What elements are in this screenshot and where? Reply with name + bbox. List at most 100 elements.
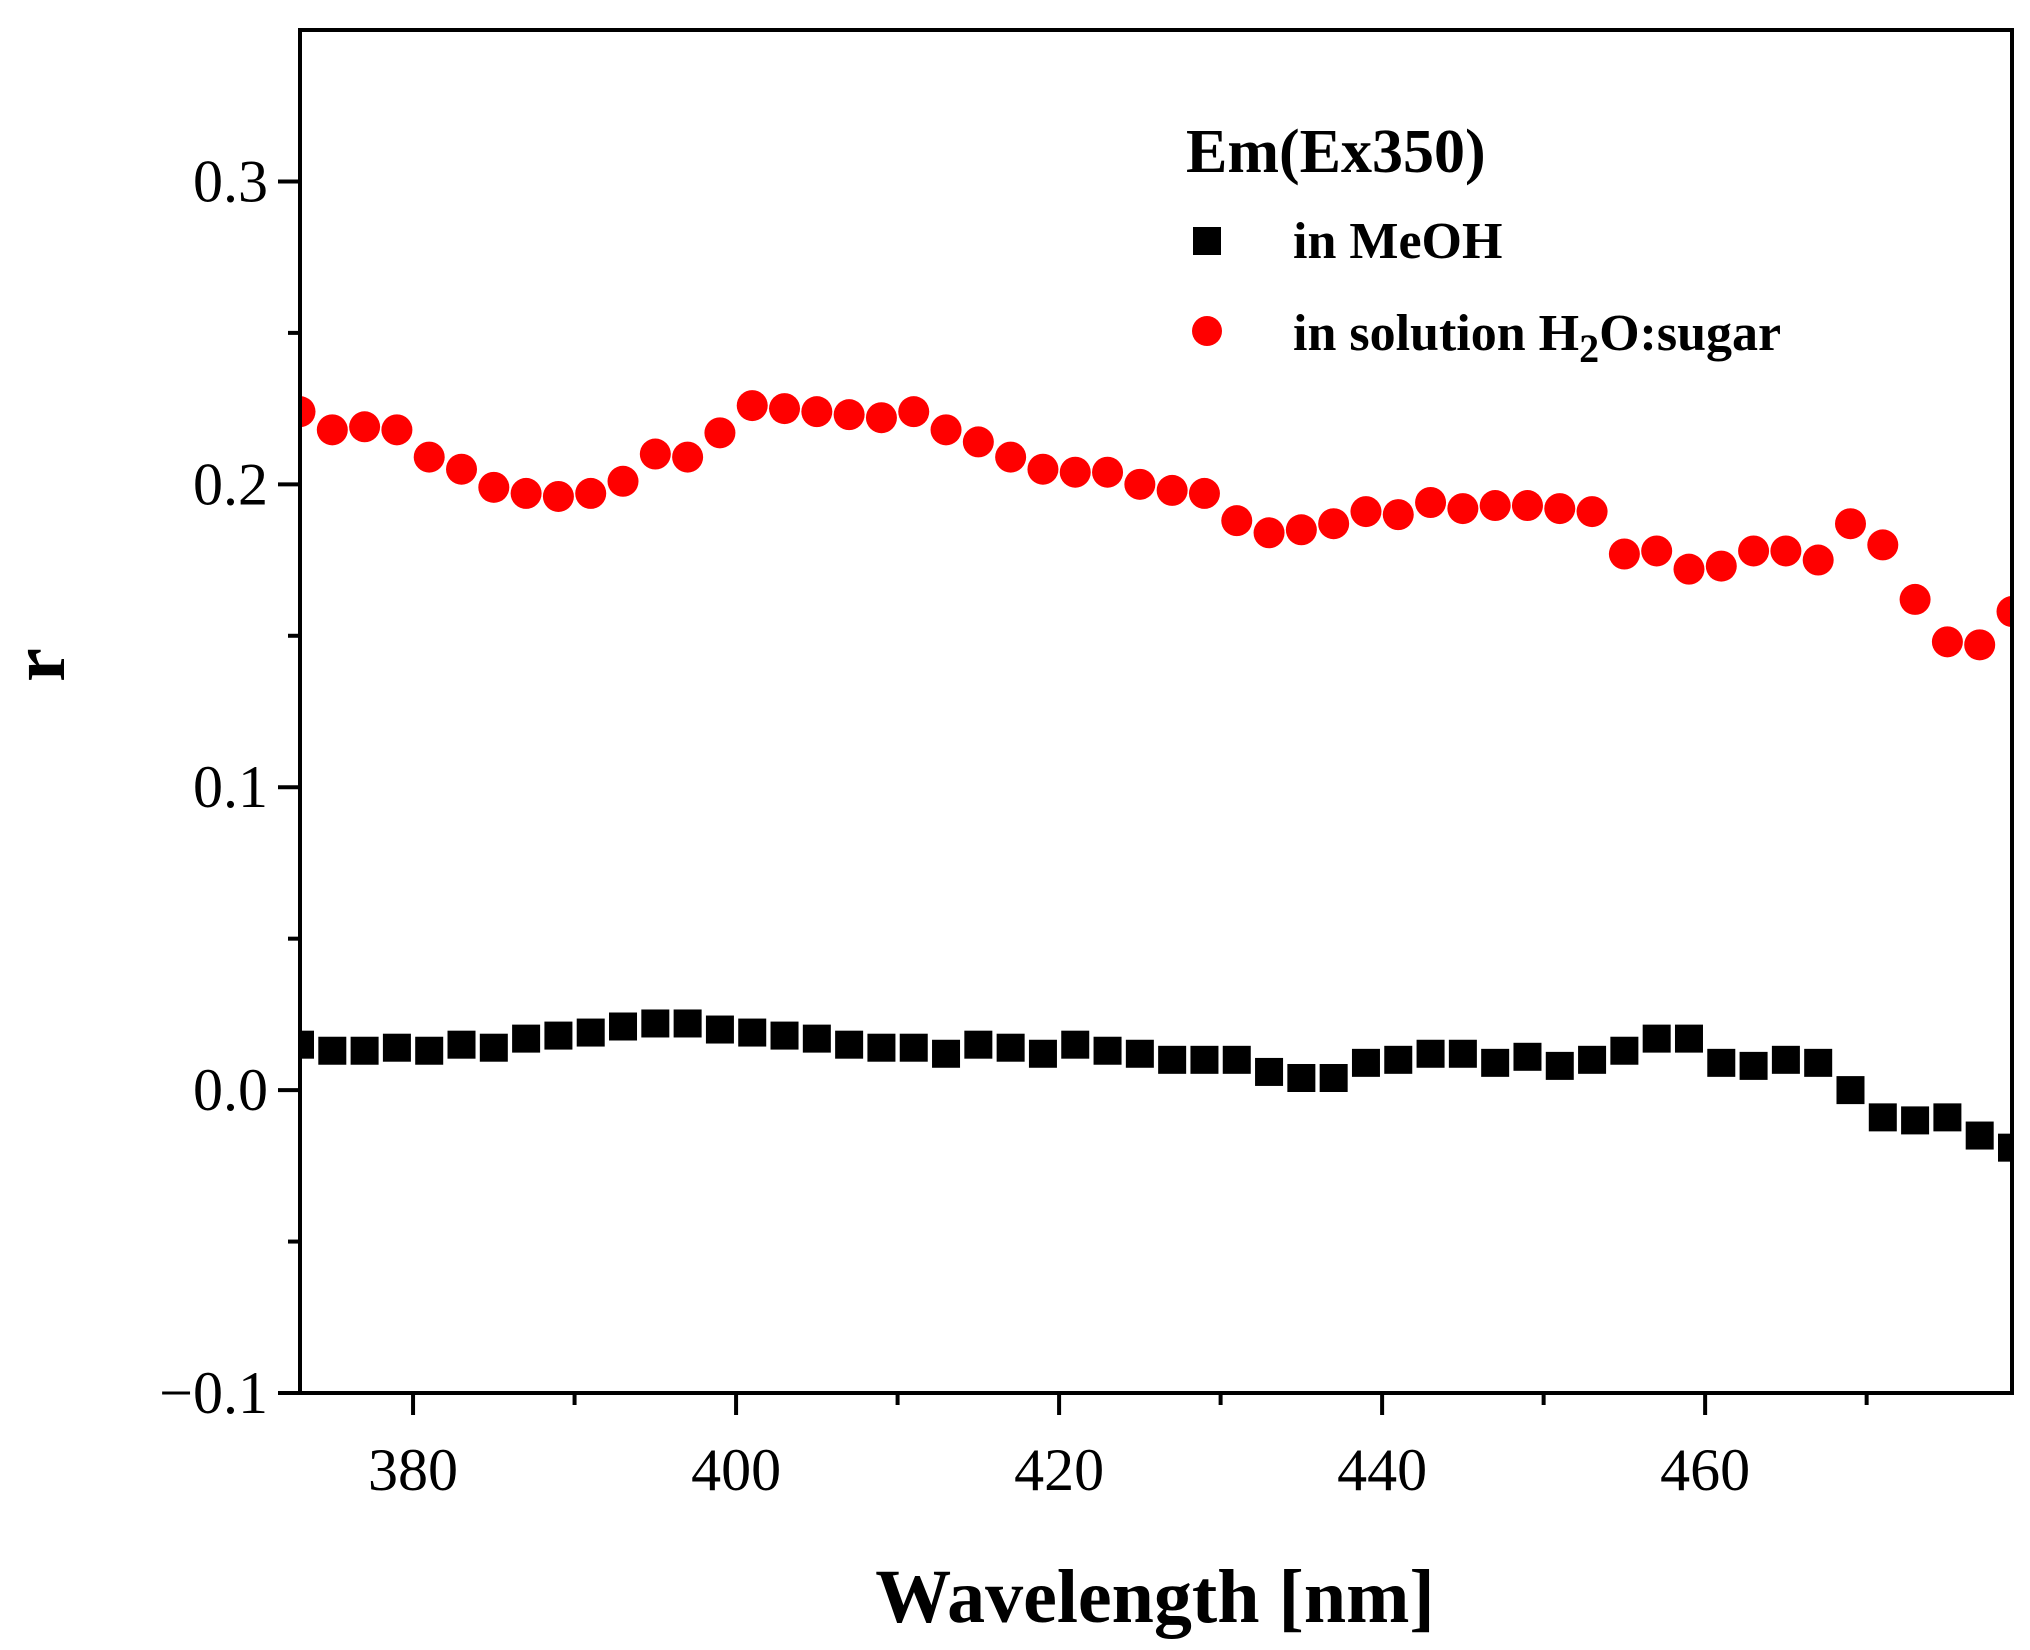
data-point-meoh [705, 1015, 734, 1044]
data-point-sugar [349, 411, 381, 443]
data-point-sugar [300, 396, 316, 428]
data-point-sugar [1931, 626, 1963, 658]
data-point-sugar [446, 453, 478, 485]
data-point-meoh [1061, 1030, 1090, 1059]
data-point-meoh [1319, 1063, 1348, 1092]
legend: Em(Ex350) in MeOH in solution H2O:sugar [1186, 118, 1781, 371]
data-point-meoh [1933, 1103, 1962, 1132]
data-point-sugar [607, 465, 639, 497]
data-point-sugar [1608, 538, 1640, 570]
data-point-sugar [769, 393, 801, 425]
data-point-meoh [899, 1033, 928, 1062]
data-point-meoh [1093, 1036, 1122, 1065]
data-point-meoh [512, 1024, 541, 1053]
legend-label-sugar: in solution H2O:sugar [1293, 305, 1781, 371]
data-point-sugar [1447, 493, 1479, 525]
data-point-sugar [639, 438, 671, 470]
data-point-sugar [1092, 456, 1124, 488]
legend-title: Em(Ex350) [1186, 118, 1486, 186]
data-point-sugar [833, 399, 865, 431]
data-point-sugar [1124, 468, 1156, 500]
x-tick-label: 460 [1660, 1437, 1750, 1503]
data-point-meoh [300, 1030, 314, 1059]
data-point-sugar [962, 426, 994, 458]
data-point-sugar [1705, 550, 1737, 582]
data-point-sugar [1770, 535, 1802, 567]
data-point-meoh [479, 1033, 508, 1062]
data-point-meoh [382, 1033, 411, 1062]
data-point-sugar [1253, 517, 1285, 549]
data-point-meoh [1707, 1048, 1736, 1077]
data-point-meoh [415, 1036, 444, 1065]
data-point-meoh [1868, 1103, 1897, 1132]
data-point-sugar [1318, 508, 1350, 540]
data-point-meoh [1739, 1051, 1768, 1080]
data-point-sugar [1156, 474, 1188, 506]
y-tick-label: 0.0 [193, 1057, 268, 1123]
data-point-sugar [898, 396, 930, 428]
data-point-sugar [1738, 535, 1770, 567]
legend-marker-sugar [1192, 316, 1222, 346]
data-point-meoh [576, 1018, 605, 1047]
y-axis-title: r [0, 648, 81, 682]
data-point-meoh [867, 1033, 896, 1062]
data-point-sugar [1996, 596, 2012, 628]
tick-labels: 380 400 420 440 460 −0.1 0.0 0.1 0.2 0.3 [159, 148, 1750, 1503]
data-point-sugar [413, 441, 445, 473]
data-point-meoh [1642, 1024, 1671, 1053]
data-point-sugar [316, 414, 348, 446]
data-point-meoh [964, 1030, 993, 1059]
data-point-meoh [770, 1021, 799, 1050]
data-point-meoh [1255, 1057, 1284, 1086]
data-point-meoh [350, 1036, 379, 1065]
data-point-sugar [1899, 583, 1931, 615]
data-point-meoh [835, 1030, 864, 1059]
data-point-sugar [1964, 629, 1996, 661]
data-point-meoh [1545, 1051, 1574, 1080]
legend-marker-meoh [1193, 227, 1221, 255]
data-point-sugar [510, 477, 542, 509]
data-point-sugar [381, 414, 413, 446]
data-point-meoh [1998, 1133, 2012, 1162]
data-point-sugar [865, 402, 897, 434]
data-point-meoh [1416, 1039, 1445, 1068]
data-point-sugar [1027, 453, 1059, 485]
legend-label-sugar-subscript: 2 [1579, 326, 1599, 371]
data-point-sugar [1221, 505, 1253, 537]
data-point-sugar [1285, 514, 1317, 546]
data-point-meoh [1287, 1063, 1316, 1092]
data-point-meoh [1028, 1039, 1057, 1068]
series-sugar [300, 390, 2012, 661]
data-point-meoh [802, 1024, 831, 1053]
data-point-meoh [1481, 1048, 1510, 1077]
plot-frame [298, 28, 2014, 1395]
data-point-meoh [609, 1012, 638, 1041]
data-point-meoh [738, 1018, 767, 1047]
data-point-sugar [1415, 487, 1447, 519]
data-point-meoh [1448, 1039, 1477, 1068]
data-point-meoh [996, 1033, 1025, 1062]
data-point-meoh [1384, 1045, 1413, 1074]
data-point-meoh [318, 1036, 347, 1065]
legend-label-meoh: in MeOH [1293, 213, 1502, 270]
data-point-sugar [930, 414, 962, 446]
data-point-sugar [542, 480, 574, 512]
data-point-sugar [1576, 496, 1608, 528]
data-point-sugar [1834, 508, 1866, 540]
data-point-sugar [1867, 529, 1899, 561]
legend-label-sugar-prefix: in solution H [1293, 305, 1579, 362]
x-tick-label: 380 [368, 1437, 458, 1503]
data-point-meoh [1836, 1076, 1865, 1105]
data-point-meoh [1125, 1039, 1154, 1068]
y-tick-label: 0.3 [193, 148, 268, 214]
data-point-meoh [1578, 1045, 1607, 1074]
x-tick-label: 400 [691, 1437, 781, 1503]
series-meoh [300, 1009, 2012, 1162]
data-point-meoh [1190, 1045, 1219, 1074]
data-point-meoh [1222, 1045, 1251, 1074]
data-point-meoh [1610, 1036, 1639, 1065]
data-point-meoh [932, 1039, 961, 1068]
data-point-sugar [1544, 493, 1576, 525]
data-point-sugar [1802, 544, 1834, 576]
